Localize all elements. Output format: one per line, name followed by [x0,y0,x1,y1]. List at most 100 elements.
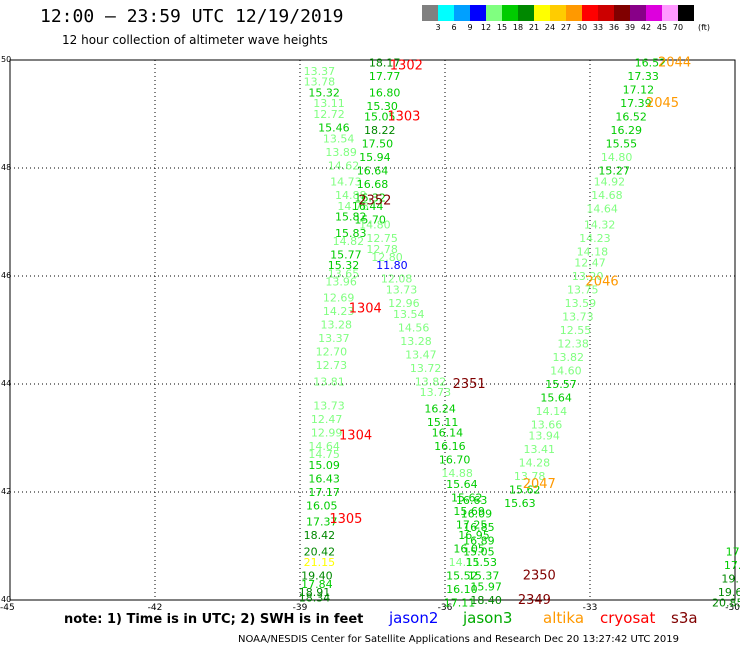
wave-height-value: 14.80 [601,151,633,164]
wave-height-value: 12.55 [560,324,592,337]
colorbar-label: 18 [513,23,523,32]
wave-height-value: 16.95 [458,529,490,542]
wave-height-value: 15.27 [598,165,630,178]
wave-height-value: 13.82 [415,375,447,388]
colorbar-swatch [598,5,614,21]
wave-height-value: 17.25 [456,518,488,531]
colorbar-swatch [518,5,534,21]
wave-height-value: 13.82 [553,351,585,364]
grid-lines [10,60,735,600]
colorbar-swatch [454,5,470,21]
satellite-legend-item: altika [543,609,585,627]
satellite-legend-item: jason2 [389,609,439,627]
wave-height-value: 13.59 [565,297,597,310]
time-label: 1304 [339,428,372,443]
wave-height-value: 15.57 [545,378,577,391]
time-label: 2047 [523,477,556,492]
wave-height-value: 14.60 [550,365,582,378]
wave-height-value: 16.29 [611,124,643,137]
wave-height-value: 13.72 [410,362,442,375]
credit-line: NOAA/NESDIS Center for Satellite Applica… [238,634,680,645]
wave-height-value: 17.17 [308,486,340,499]
wave-height-value: 15.70 [354,213,386,226]
colorbar-label: 12 [481,23,491,32]
satellite-legend-item: s3a [671,609,698,627]
wave-height-value: 16.43 [308,473,340,486]
wave-height-value: 13.81 [313,375,345,388]
wave-height-value: 13.78 [514,470,546,483]
wave-height-value: 14.88 [441,467,473,480]
satellite-legend-item: jason3 [463,609,513,627]
wave-height-value: 15.32 [328,259,360,272]
wave-height-value: 11.80 [376,259,408,272]
wave-height-value: 16.85 [463,521,495,534]
wave-height-value: 17. [724,559,740,572]
colorbar-swatch [566,5,582,21]
wave-height-value: 16.64 [357,165,389,178]
wave-height-value: 13.78 [304,76,336,89]
wave-height-value: 15.82 [335,211,367,224]
colorbar-label: 21 [529,23,539,32]
wave-height-value: 15.62 [509,483,541,496]
y-tick-label: 48 [1,163,11,172]
wave-height-value: 13.73 [562,311,594,324]
wave-height-value: 13.28 [321,319,353,332]
wave-height-value: 14.88 [335,189,367,202]
y-tick-label: 44 [1,379,11,388]
wave-height-value: 19.40 [301,570,333,583]
wave-height-value: 12.47 [311,413,343,426]
colorbar-label: 39 [625,23,635,32]
wave-height-value: 16.05 [306,500,338,513]
wave-height-value: 14.75 [308,448,340,461]
wave-height-value: 14.82 [333,235,365,248]
wave-height-value: 14.56 [398,321,430,334]
wave-height-value: 15.64 [540,392,572,405]
wave-height-value: 12.47 [574,257,606,270]
wave-height-value: 20.85 [712,597,740,610]
wave-height-value: 13.94 [528,429,560,442]
time-label: 2044 [658,56,691,71]
y-tick-label: 40 [1,595,11,604]
footer-note: note: 1) Time is in UTC; 2) SWH is in fe… [64,612,364,627]
wave-height-value: 12.96 [388,297,420,310]
wave-height-value: 15.11 [427,416,459,429]
wave-height-value: 14.78 [337,200,369,213]
time-label: 2046 [586,274,619,289]
wave-height-value: 18.22 [364,124,396,137]
wave-height-value: 14.18 [577,246,609,259]
y-tick-label: 42 [1,487,11,496]
colorbar-swatch [630,5,646,21]
colorbar-swatch [502,5,518,21]
wave-height-value: 16.32 [354,192,386,205]
wave-height-value: 13.73 [313,400,345,413]
wave-height-value: 18.17 [369,57,401,70]
wave-height-value: 18.34 [299,591,331,604]
wave-height-value: 13.75 [567,284,599,297]
wave-height-value: 17 [726,545,740,558]
x-tick-label: -45 [0,603,15,613]
wave-height-value: 20.42 [304,545,336,558]
wave-height-value: 14.32 [584,219,616,232]
colorbar-swatch [534,5,550,21]
colorbar-swatch [662,5,678,21]
wave-height-value: 14.14 [536,405,568,418]
wave-height-value: 14.68 [591,189,623,202]
wave-height-value: 13.28 [400,335,432,348]
colorbar-swatch [614,5,630,21]
wave-height-value: 16.09 [461,508,493,521]
wave-height-value: 12.72 [313,108,345,121]
wave-height-value: 17.77 [369,70,401,83]
colorbar-label: 24 [545,23,555,32]
colorbar-label: 42 [641,23,651,32]
wave-height-value: 13.37 [318,332,350,345]
wave-height-value: 13.65 [328,267,360,280]
colorbar-legend: 3 6 9 12 15 18 21 24 27 30 33 36 39 42 45 70 (ft) [422,5,710,32]
wave-height-value: 15.77 [330,248,362,261]
wave-height-value: 12.08 [381,273,413,286]
colorbar-swatch [486,5,502,21]
colorbar-label: 3 [435,23,440,32]
chart-title: 12:00 – 23:59 UTC 12/19/2019 [40,6,344,27]
x-tick-label: -42 [148,603,163,613]
wave-height-value: 18.40 [470,594,502,607]
